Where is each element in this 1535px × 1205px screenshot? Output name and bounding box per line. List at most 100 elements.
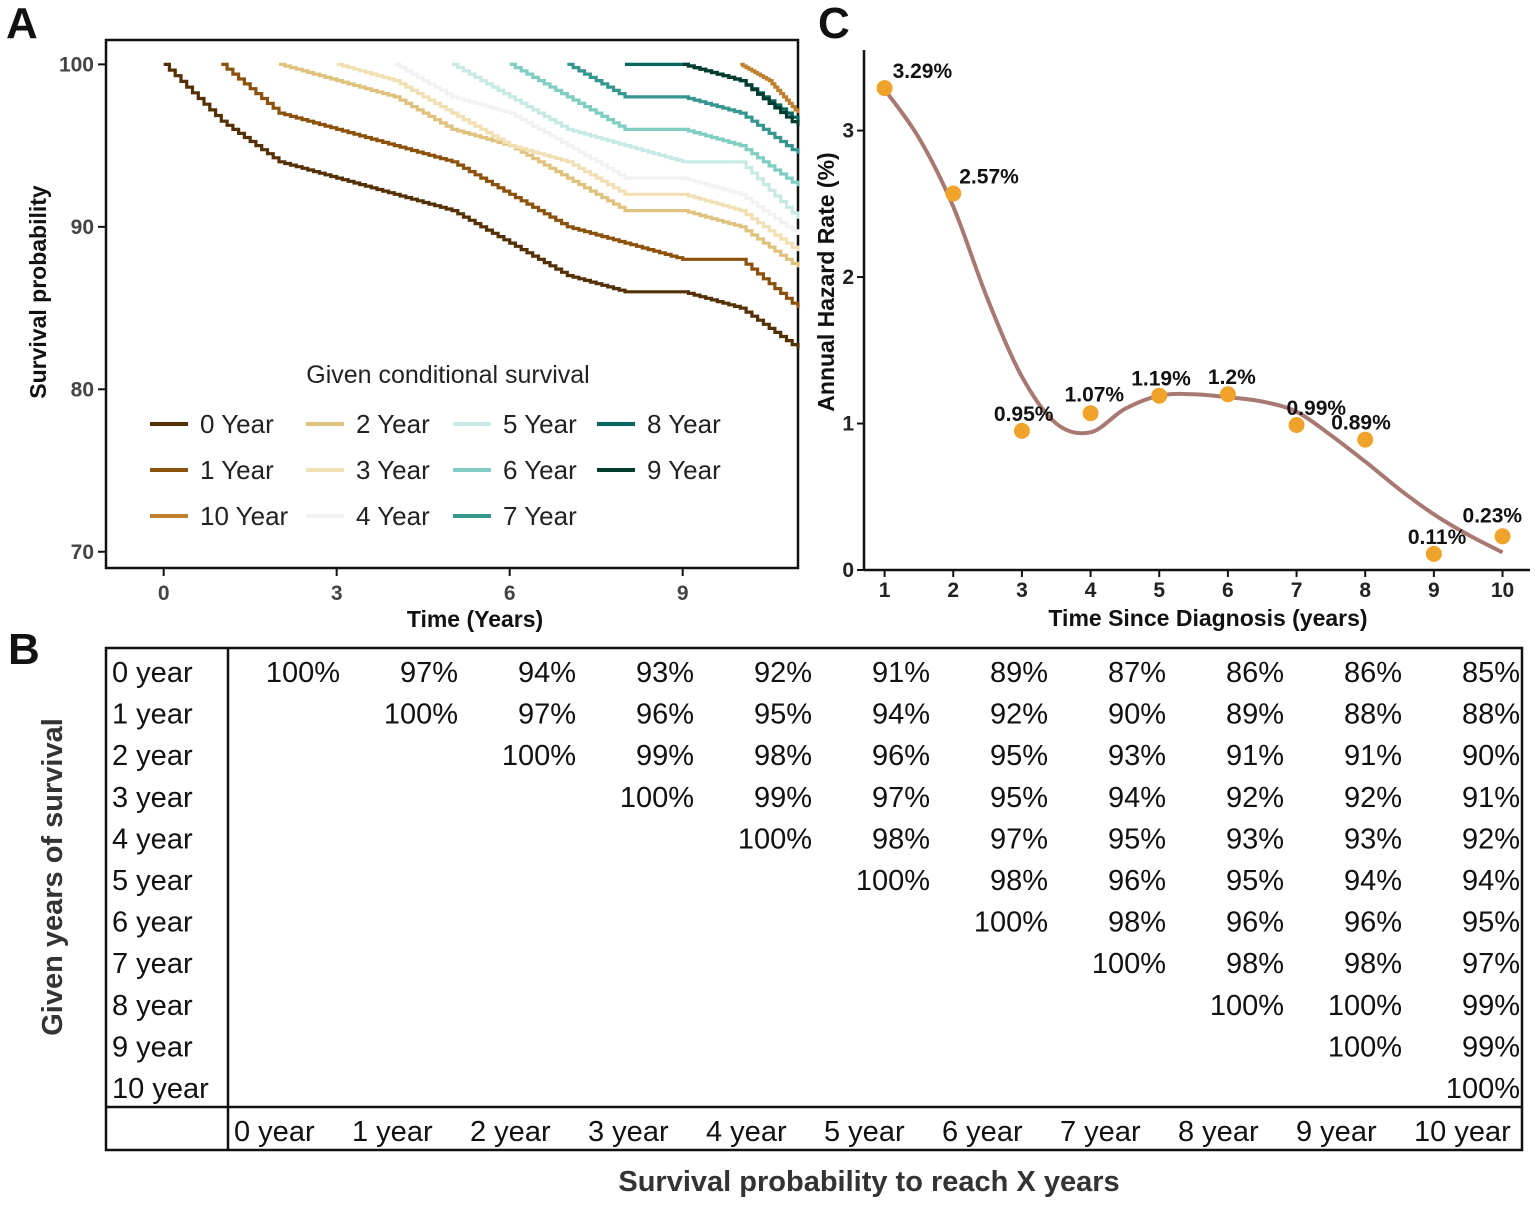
hazard-point <box>1151 387 1168 404</box>
hazard-point-label: 1.2% <box>1208 366 1256 389</box>
table-row-label: 2 year <box>112 740 193 772</box>
table-col-label: 8 year <box>1178 1116 1259 1148</box>
table-cell: 99% <box>636 740 694 772</box>
hazard-point-label: 1.07% <box>1065 383 1125 406</box>
panel-a-ticks: 0 3 6 9 100 90 80 70 <box>59 53 689 605</box>
table-cell: 97% <box>1462 948 1520 980</box>
table-cell: 100% <box>856 865 930 897</box>
table-cell: 100% <box>1210 990 1284 1022</box>
table-cell: 95% <box>1462 907 1520 939</box>
table-cell: 89% <box>1226 699 1284 731</box>
table-col-label: 7 year <box>1060 1116 1141 1148</box>
table-cell: 93% <box>636 657 694 689</box>
hazard-points: 3.29% 2.57% 0.95% 1.07% 1.19% 1.2% 0.99%0.89% 0… <box>876 60 1522 562</box>
hazard-point-label: 3.29% <box>893 60 953 83</box>
table-cell: 97% <box>518 699 576 731</box>
table-col-label: 0 year <box>234 1116 315 1148</box>
table-row-label: 5 year <box>112 865 193 897</box>
table-cell: 96% <box>1108 865 1166 897</box>
legend-label: 2 Year <box>356 409 430 439</box>
table-cell: 91% <box>1462 782 1520 814</box>
hazard-point <box>1494 528 1511 545</box>
table-cell: 91% <box>1226 740 1284 772</box>
x-tick-label: 5 <box>1153 579 1165 602</box>
table-cell: 98% <box>1108 907 1166 939</box>
curve-7-year <box>567 62 800 154</box>
table-cell: 100% <box>1328 990 1402 1022</box>
table-cell: 100% <box>384 699 458 731</box>
table-cell: 89% <box>990 657 1048 689</box>
table-cell: 94% <box>518 657 576 689</box>
conditional-survival-table: 0 year 1 year 2 year 3 year 4 year 5 year 6 ye… <box>37 646 1524 1198</box>
hazard-point <box>945 185 962 202</box>
table-cell: 95% <box>990 740 1048 772</box>
legend-label: 4 Year <box>356 501 430 531</box>
x-tick-label: 6 <box>1222 579 1234 602</box>
hazard-point-label: 0.89% <box>1331 412 1391 435</box>
x-tick-label: 1 <box>879 579 891 602</box>
table-cell: 100% <box>266 657 340 689</box>
y-tick-label: 90 <box>71 216 94 239</box>
hazard-point-label: 0.11% <box>1408 526 1467 549</box>
legend-label: 8 Year <box>647 409 721 439</box>
table-col-label: 10 year <box>1414 1116 1511 1148</box>
hazard-trend-line <box>882 88 1504 555</box>
hazard-point-label: 2.57% <box>959 166 1019 189</box>
table-col-label: 3 year <box>588 1116 669 1148</box>
hazard-point <box>876 80 893 97</box>
table-cell: 94% <box>1344 865 1402 897</box>
table-cell: 96% <box>1226 907 1284 939</box>
table-row-label: 0 year <box>112 657 193 689</box>
table-cell: 88% <box>1344 699 1402 731</box>
table-cell: 100% <box>1092 948 1166 980</box>
table-cell: 95% <box>1226 865 1284 897</box>
table-cell: 97% <box>872 782 930 814</box>
table-cell: 87% <box>1108 657 1166 689</box>
panel-a-plot-frame <box>104 38 800 570</box>
table-cell: 93% <box>1108 740 1166 772</box>
table-cells: 0 year 1 year 2 year 3 year 4 year 5 year 6 ye… <box>112 657 1520 1148</box>
curve-6-year <box>509 62 800 187</box>
table-cell: 92% <box>1226 782 1284 814</box>
table-cell: 97% <box>400 657 458 689</box>
table-cell: 98% <box>1226 948 1284 980</box>
table-cell: 97% <box>990 823 1048 855</box>
y-tick-label: 80 <box>71 378 94 401</box>
y-tick-label: 0 <box>842 559 854 582</box>
hazard-point <box>1425 545 1442 562</box>
legend-label: 0 Year <box>200 409 274 439</box>
table-frame <box>104 646 1524 1152</box>
legend: 0 Year 1 Year 10 Year 2 Year 3 Year 4 Year 5 Y… <box>150 409 721 531</box>
x-tick-label: 9 <box>677 582 689 605</box>
x-tick-label: 9 <box>1428 579 1440 602</box>
curve-9-year <box>682 62 800 127</box>
table-cell: 94% <box>872 699 930 731</box>
table-row-label: 10 year <box>112 1073 209 1105</box>
table-cell: 94% <box>1462 865 1520 897</box>
panel-c-x-axis-title: Time Since Diagnosis (years) <box>1048 605 1367 631</box>
table-row-label: 1 year <box>112 699 193 731</box>
curve-10-year <box>740 62 800 114</box>
x-tick-label: 7 <box>1291 579 1303 602</box>
table-cell: 96% <box>636 699 694 731</box>
curve-4-year <box>394 62 800 235</box>
legend-label: 9 Year <box>647 455 721 485</box>
table-row-label: 7 year <box>112 948 193 980</box>
table-col-label: 6 year <box>942 1116 1023 1148</box>
table-cell: 98% <box>872 823 930 855</box>
curve-1-year <box>221 62 800 309</box>
x-tick-label: 10 <box>1491 579 1514 602</box>
table-row-label: 4 year <box>112 823 193 855</box>
panel-c-ticks: 1 2 3 4 5 6 7 8 9 10 0 1 2 3 <box>842 120 1514 602</box>
table-cell: 96% <box>872 740 930 772</box>
legend-label: 3 Year <box>356 455 430 485</box>
table-cell: 91% <box>1344 740 1402 772</box>
table-cell: 98% <box>1344 948 1402 980</box>
legend-label: 6 Year <box>503 455 577 485</box>
table-x-axis-title: Survival probability to reach X years <box>618 1166 1119 1198</box>
table-col-label: 5 year <box>824 1116 905 1148</box>
y-tick-label: 2 <box>842 266 854 289</box>
hazard-rate-chart: 1 2 3 4 5 6 7 8 9 10 0 1 2 3 3.29% 2.57% 0.95% 1.07% 1.19… <box>813 50 1530 631</box>
table-cell: 86% <box>1226 657 1284 689</box>
